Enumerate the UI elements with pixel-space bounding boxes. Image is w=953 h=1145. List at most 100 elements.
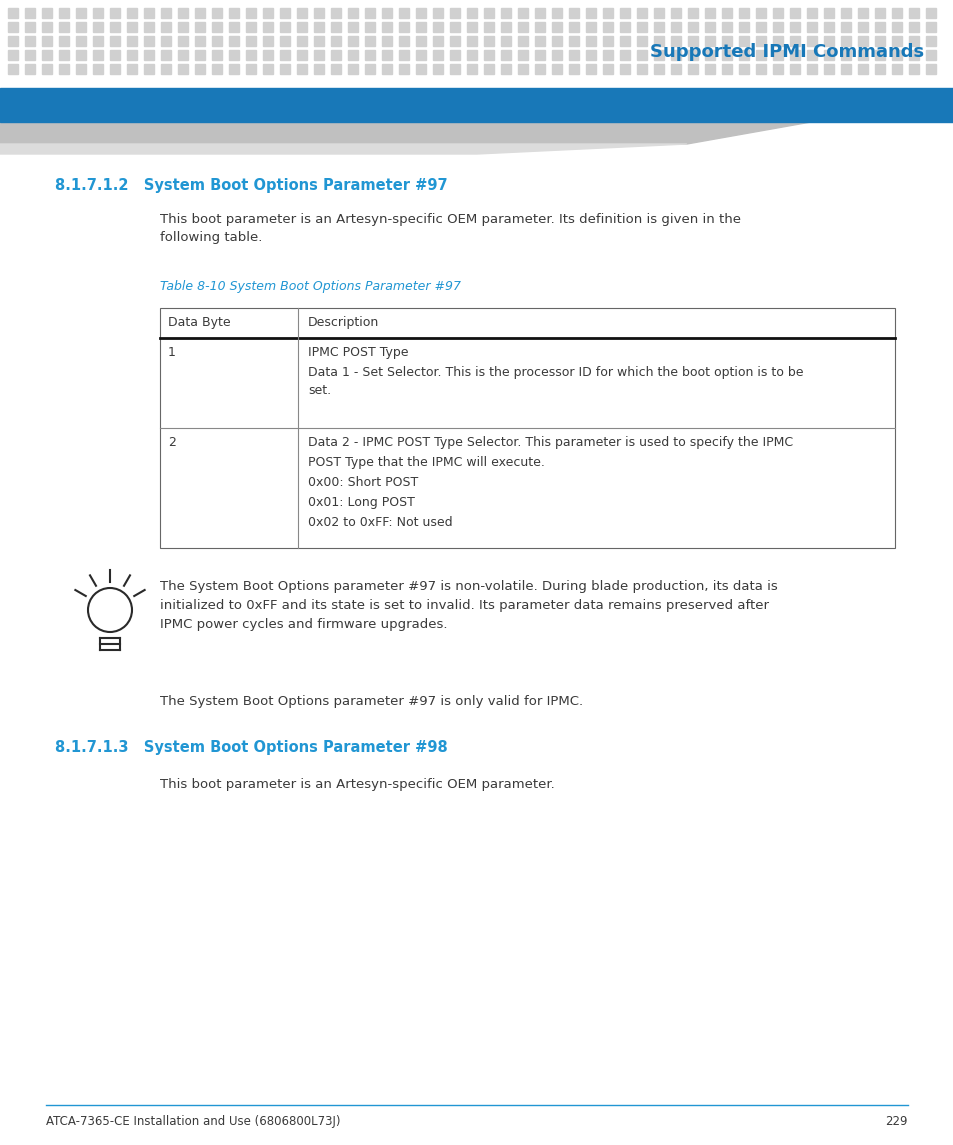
Bar — [398, 8, 409, 18]
Bar — [721, 35, 731, 46]
Bar — [314, 50, 324, 60]
Bar — [331, 22, 340, 32]
Bar — [8, 64, 18, 74]
Bar — [806, 35, 816, 46]
Bar — [280, 64, 290, 74]
Bar — [110, 35, 120, 46]
Bar — [76, 50, 86, 60]
Bar — [246, 8, 255, 18]
Bar — [76, 22, 86, 32]
Bar — [670, 22, 680, 32]
Text: 1: 1 — [168, 346, 175, 360]
Bar — [92, 64, 103, 74]
Bar — [823, 35, 833, 46]
Bar — [500, 35, 511, 46]
Bar — [450, 64, 459, 74]
Bar — [670, 64, 680, 74]
Bar — [280, 8, 290, 18]
Bar — [348, 8, 357, 18]
Bar — [483, 22, 494, 32]
Bar — [687, 35, 698, 46]
Bar — [637, 50, 646, 60]
Bar — [296, 64, 307, 74]
Bar — [314, 64, 324, 74]
Bar — [194, 50, 205, 60]
Bar — [42, 35, 52, 46]
Bar — [25, 64, 35, 74]
Bar — [721, 8, 731, 18]
Bar — [280, 22, 290, 32]
Bar — [602, 8, 613, 18]
Bar — [517, 64, 527, 74]
Bar — [25, 22, 35, 32]
Bar — [314, 8, 324, 18]
Bar — [127, 8, 137, 18]
Bar — [721, 64, 731, 74]
Bar — [8, 35, 18, 46]
Bar — [891, 50, 901, 60]
Bar — [246, 22, 255, 32]
Bar — [433, 50, 442, 60]
Text: ATCA-7365-CE Installation and Use (6806800L73J): ATCA-7365-CE Installation and Use (68068… — [46, 1115, 340, 1128]
Bar — [25, 50, 35, 60]
Bar — [365, 64, 375, 74]
Bar — [721, 22, 731, 32]
Bar — [535, 8, 544, 18]
Bar — [704, 8, 714, 18]
Bar — [602, 50, 613, 60]
Bar — [161, 22, 171, 32]
Bar — [331, 64, 340, 74]
Bar — [789, 50, 800, 60]
Bar — [8, 8, 18, 18]
Bar — [8, 50, 18, 60]
Bar — [25, 8, 35, 18]
Bar — [654, 64, 663, 74]
Bar — [416, 8, 426, 18]
Bar — [110, 64, 120, 74]
Bar — [500, 8, 511, 18]
Bar — [619, 64, 629, 74]
Bar — [416, 50, 426, 60]
Bar — [127, 22, 137, 32]
Bar — [483, 50, 494, 60]
Bar — [467, 35, 476, 46]
Bar — [857, 64, 867, 74]
Bar — [891, 64, 901, 74]
Bar — [381, 35, 392, 46]
Bar — [381, 64, 392, 74]
Bar — [59, 8, 69, 18]
Bar — [517, 50, 527, 60]
Bar — [433, 64, 442, 74]
Bar — [229, 22, 239, 32]
Bar — [296, 22, 307, 32]
Bar — [42, 64, 52, 74]
Bar — [841, 8, 850, 18]
Bar — [280, 50, 290, 60]
Bar — [789, 22, 800, 32]
Bar — [739, 35, 748, 46]
Bar — [806, 8, 816, 18]
Bar — [42, 50, 52, 60]
Bar — [178, 50, 188, 60]
Bar — [823, 50, 833, 60]
Bar — [314, 35, 324, 46]
Text: Data Byte: Data Byte — [168, 316, 231, 329]
Bar — [908, 22, 918, 32]
Bar — [381, 8, 392, 18]
Bar — [92, 35, 103, 46]
Bar — [517, 35, 527, 46]
Text: 2: 2 — [168, 436, 175, 449]
Bar — [602, 35, 613, 46]
Bar — [348, 22, 357, 32]
Text: This boot parameter is an Artesyn-specific OEM parameter. Its definition is give: This boot parameter is an Artesyn-specif… — [160, 213, 740, 245]
Bar — [127, 64, 137, 74]
Bar — [585, 35, 596, 46]
Bar — [229, 50, 239, 60]
Bar — [76, 8, 86, 18]
Bar — [857, 50, 867, 60]
Bar — [568, 22, 578, 32]
Text: The System Boot Options parameter #97 is non-volatile. During blade production, : The System Boot Options parameter #97 is… — [160, 581, 777, 631]
Bar — [331, 35, 340, 46]
Bar — [602, 64, 613, 74]
Bar — [263, 50, 273, 60]
